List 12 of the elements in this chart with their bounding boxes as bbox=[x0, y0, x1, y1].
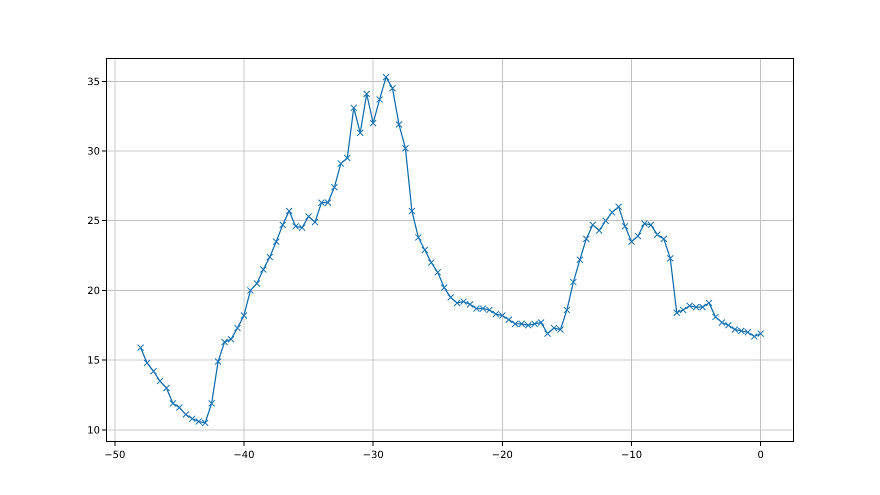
x-tick-label: 0 bbox=[758, 450, 764, 461]
x-tick-label: −10 bbox=[620, 450, 642, 461]
x-tick-label: −40 bbox=[233, 450, 254, 461]
x-tick-label: −20 bbox=[492, 450, 513, 461]
y-tick-label: 20 bbox=[87, 286, 100, 297]
y-tick-label: 15 bbox=[87, 356, 100, 367]
x-tick-label: −30 bbox=[362, 450, 384, 461]
y-tick-label: 10 bbox=[87, 425, 100, 436]
y-tick-label: 35 bbox=[87, 76, 100, 88]
x-tick-label: −50 bbox=[104, 450, 126, 461]
y-tick-label: 30 bbox=[87, 146, 100, 158]
y-tick-label: 25 bbox=[87, 216, 100, 228]
